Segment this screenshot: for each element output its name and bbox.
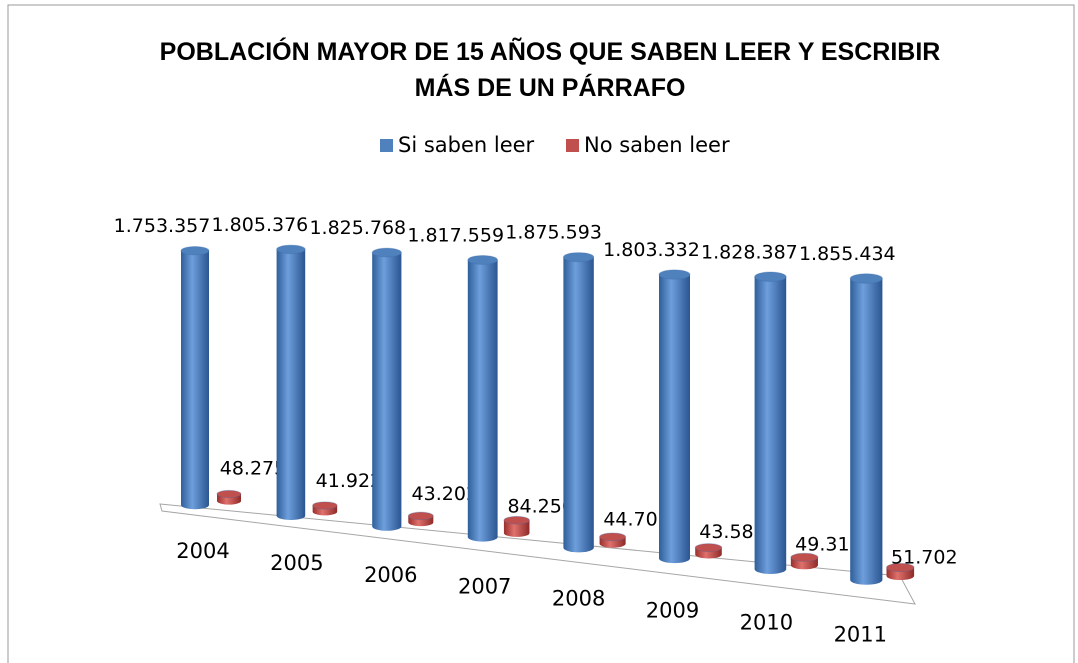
x-tick-label: 2008 [552, 587, 605, 611]
x-tick-label: 2005 [270, 551, 323, 575]
x-tick-label: 2006 [364, 563, 417, 587]
value-label: 43.585 [699, 521, 765, 543]
cylinder [276, 249, 306, 520]
cylinder-top [790, 552, 819, 562]
x-tick-label: 2004 [176, 539, 229, 563]
cylinder [563, 257, 594, 553]
cylinder [467, 259, 498, 542]
cylinder [503, 520, 530, 537]
cylinder [372, 252, 402, 531]
x-tick-label: 2007 [458, 575, 511, 599]
cylinder-top [562, 252, 595, 263]
value-label: 43.202 [412, 483, 478, 505]
value-label: 1.855.434 [799, 243, 896, 265]
cylinder-top [754, 271, 787, 283]
value-label: 1.817.559 [407, 224, 504, 246]
value-label: 84.250 [507, 496, 573, 518]
value-label: 41.922 [316, 470, 382, 492]
value-label: 1.875.593 [505, 222, 602, 244]
frame [7, 4, 1075, 663]
cylinder-top [503, 515, 530, 525]
x-tick-label: 2011 [834, 622, 887, 646]
cylinder-top [180, 246, 210, 256]
cylinder-top [216, 489, 242, 499]
cylinder-top [658, 269, 691, 280]
legend-swatch [380, 139, 393, 152]
cylinder-top [371, 247, 402, 258]
legend-label: Si saben leer [398, 133, 535, 157]
value-label: 51.702 [891, 546, 957, 568]
value-label: 1.753.357 [114, 215, 211, 237]
value-label: 49.313 [795, 534, 861, 556]
cylinder [850, 278, 883, 585]
cylinder-top [694, 543, 723, 553]
cylinder [659, 274, 690, 564]
cylinder-top [599, 532, 627, 542]
cylinder [181, 250, 209, 510]
cylinder-top [312, 501, 338, 510]
legend-swatch [566, 139, 579, 152]
legend-label: No saben leer [584, 133, 730, 157]
value-label: 44.708 [603, 508, 669, 530]
x-tick-label: 2009 [646, 599, 699, 623]
x-tick-label: 2010 [740, 610, 793, 634]
value-label: 1.825.768 [309, 217, 406, 239]
value-label: 1.828.387 [701, 241, 798, 263]
value-label: 1.803.332 [603, 239, 700, 261]
value-label: 1.805.376 [212, 214, 309, 236]
value-label: 48.275 [220, 458, 286, 480]
cylinder-top [886, 562, 915, 573]
cylinder [754, 276, 787, 574]
cylinder-top [276, 244, 306, 255]
chart-title: POBLACIÓN MAYOR DE 15 AÑOS QUE SABEN LEE… [159, 38, 941, 102]
cylinder-top [407, 511, 434, 521]
floor [159, 503, 916, 605]
cylinder-top [467, 254, 499, 265]
cylinder-top [849, 273, 883, 284]
